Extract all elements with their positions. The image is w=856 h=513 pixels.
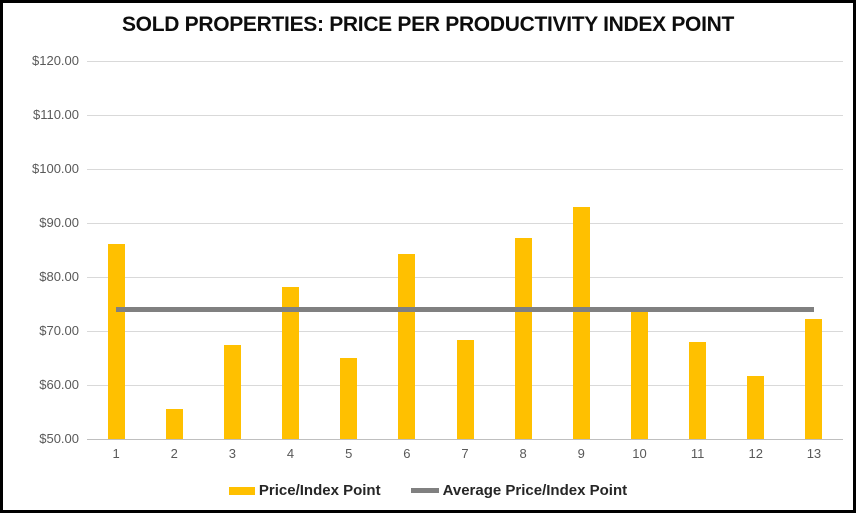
legend-item-price-index-point[interactable]: Price/Index Point <box>228 482 381 499</box>
y-axis-label: $50.00 <box>39 431 79 446</box>
x-axis-label: 13 <box>806 446 822 461</box>
y-axis-label: $100.00 <box>32 161 79 176</box>
x-axis-label: 11 <box>690 446 705 461</box>
x-axis-label: 5 <box>345 446 353 461</box>
gridline <box>87 169 843 170</box>
bar-category-12[interactable] <box>747 375 765 439</box>
bar-category-3[interactable] <box>223 344 241 439</box>
x-axis: 1 2 3 4 5 6 7 8 9 10 11 12 13 <box>87 446 843 464</box>
bar-category-7[interactable] <box>456 339 474 439</box>
bar-category-11[interactable] <box>689 342 707 439</box>
y-axis-label: $70.00 <box>39 323 79 338</box>
bar-category-8[interactable] <box>514 238 532 439</box>
x-axis-label: 3 <box>228 446 236 461</box>
legend-label: Average Price/Index Point <box>442 482 628 499</box>
y-axis-label: $120.00 <box>32 53 79 68</box>
average-line[interactable] <box>116 307 814 313</box>
bar-category-9[interactable] <box>572 207 590 439</box>
x-axis-label: 2 <box>170 446 178 461</box>
legend: Price/Index Point Average Price/Index Po… <box>3 482 853 499</box>
x-axis-label: 1 <box>112 446 120 461</box>
x-axis-label: 9 <box>577 446 585 461</box>
x-axis-label: 8 <box>519 446 527 461</box>
chart-title: SOLD PROPERTIES: PRICE PER PRODUCTIVITY … <box>121 13 735 36</box>
y-axis-label: $90.00 <box>39 215 79 230</box>
bar-category-2[interactable] <box>165 408 183 439</box>
bar-series-swatch-icon <box>228 486 255 495</box>
gridline <box>87 331 843 332</box>
x-axis-label: 4 <box>286 446 295 461</box>
legend-item-average-price-index-point[interactable]: Average Price/Index Point <box>410 482 628 499</box>
bar-category-13[interactable] <box>805 318 823 439</box>
gridline <box>87 115 843 116</box>
bar-category-5[interactable] <box>340 358 358 439</box>
gridline <box>87 277 843 278</box>
legend-label: Price/Index Point <box>258 482 381 499</box>
gridline <box>87 223 843 224</box>
bar-category-1[interactable] <box>107 244 125 439</box>
plot-area <box>87 61 843 440</box>
x-axis-label: 10 <box>632 446 647 461</box>
bar-category-6[interactable] <box>398 253 416 439</box>
x-axis-label: 12 <box>748 446 763 461</box>
line-series-swatch-icon <box>410 488 439 493</box>
y-axis-label: $110.00 <box>32 107 79 122</box>
y-axis-label: $60.00 <box>39 377 79 392</box>
x-axis-label: 6 <box>403 446 411 461</box>
y-axis: $120.00 $110.00 $100.00 $90.00 $80.00 $70.00 $… <box>3 53 79 446</box>
y-axis-label: $80.00 <box>39 269 79 284</box>
gridline <box>87 61 843 62</box>
bar-category-4[interactable] <box>282 287 300 439</box>
x-axis-label: 7 <box>461 446 469 461</box>
bar-category-10[interactable] <box>630 310 648 439</box>
